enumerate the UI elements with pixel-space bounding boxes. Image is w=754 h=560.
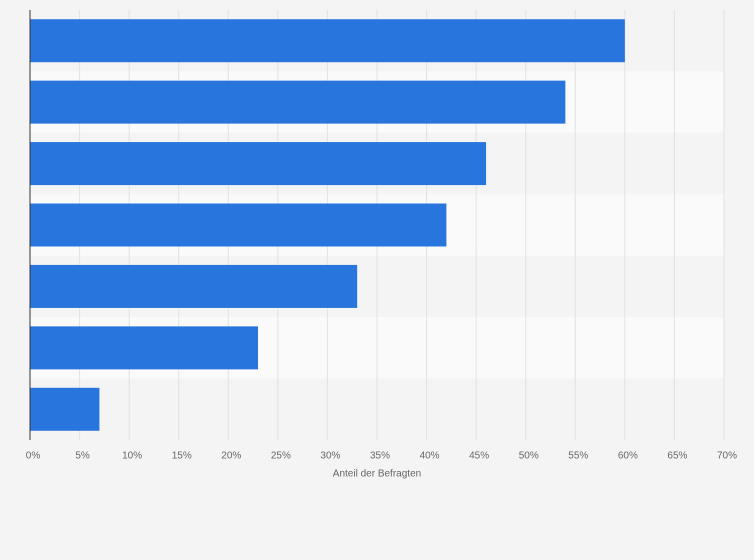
x-tick-label: 70% xyxy=(717,451,737,462)
x-tick-label: 20% xyxy=(221,451,241,462)
bar xyxy=(30,264,358,308)
x-tick-label: 50% xyxy=(519,451,539,462)
bars xyxy=(30,19,625,431)
x-tick-label: 5% xyxy=(75,451,90,462)
x-tick-label: 60% xyxy=(618,451,638,462)
bar xyxy=(30,142,487,186)
x-tick-label: 30% xyxy=(320,451,340,462)
bar xyxy=(30,387,100,431)
bar xyxy=(30,80,566,124)
bar xyxy=(30,203,447,247)
x-tick-label: 25% xyxy=(271,451,291,462)
x-tick-label: 15% xyxy=(172,451,192,462)
x-tick-label: 55% xyxy=(568,451,588,462)
x-tick-label: 40% xyxy=(420,451,440,462)
x-tick-label: 65% xyxy=(667,451,687,462)
x-tick-label: 45% xyxy=(469,451,489,462)
x-axis-title: Anteil der Befragten xyxy=(333,469,421,480)
x-tick-label: 35% xyxy=(370,451,390,462)
x-tick-label: 10% xyxy=(122,451,142,462)
x-tick-label: 0% xyxy=(26,451,41,462)
bar xyxy=(30,326,259,370)
bar xyxy=(30,19,625,63)
